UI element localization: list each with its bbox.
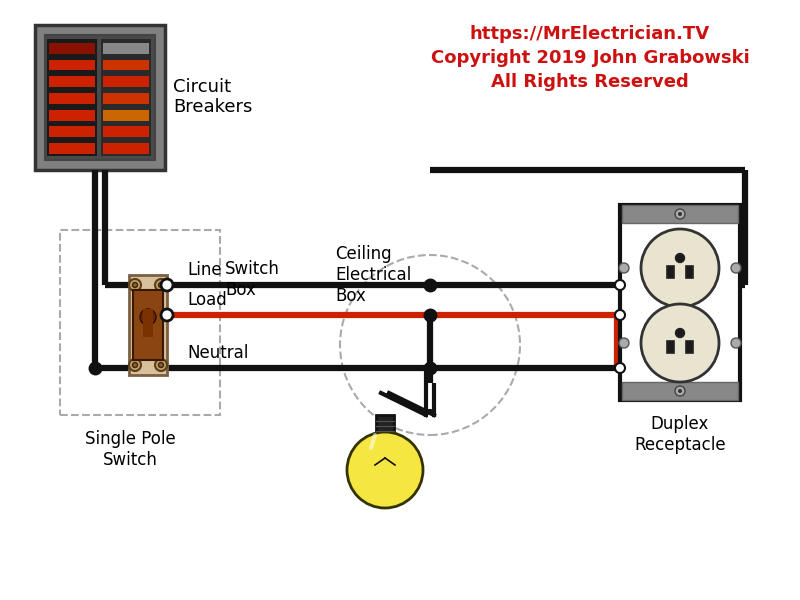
Circle shape [619,338,629,348]
Bar [49,76,95,87]
Circle shape [158,362,163,367]
Text: Duplex
Receptacle: Duplex Receptacle [634,415,726,454]
Circle shape [615,310,625,320]
Circle shape [133,283,138,287]
Bar [49,93,95,104]
Bar [101,39,151,156]
Bar [620,205,740,400]
Bar [103,59,149,70]
Text: https://MrElectrician.TV: https://MrElectrician.TV [470,25,710,43]
Circle shape [619,263,629,273]
Circle shape [158,283,163,287]
Circle shape [641,229,719,307]
Bar [49,59,95,70]
Bar [103,43,149,54]
Bar [103,127,149,137]
Text: Single Pole
Switch: Single Pole Switch [85,430,175,469]
Bar [103,143,149,154]
Text: Line: Line [187,261,222,279]
Bar [49,43,95,54]
Bar [686,341,693,353]
Bar [376,415,394,437]
Circle shape [347,432,423,508]
Text: All Rights Reserved: All Rights Reserved [491,73,689,91]
Circle shape [129,279,141,291]
Circle shape [161,309,173,321]
Circle shape [731,338,741,348]
Circle shape [155,359,167,371]
Bar [45,35,155,160]
Bar [49,110,95,121]
Text: Switch
Box: Switch Box [225,260,280,299]
Text: Load: Load [187,291,226,309]
Circle shape [615,363,625,373]
Bar [129,275,167,375]
Circle shape [675,386,685,396]
Circle shape [140,309,156,325]
Bar [133,290,163,360]
Circle shape [161,279,173,291]
Circle shape [678,212,682,216]
Circle shape [129,359,141,371]
Bar [622,205,738,223]
Bar [103,76,149,87]
Circle shape [678,389,682,393]
Bar [667,341,674,353]
Bar [60,230,220,415]
Text: Neutral: Neutral [187,344,248,362]
Circle shape [675,209,685,219]
Bar [103,110,149,121]
Bar [49,127,95,137]
Bar [103,93,149,104]
Circle shape [615,280,625,290]
Text: Circuit
Breakers: Circuit Breakers [173,77,252,116]
Circle shape [675,253,685,263]
Circle shape [133,362,138,367]
Bar [667,266,674,278]
Bar [49,143,95,154]
Circle shape [731,263,741,273]
Bar [47,39,97,156]
Text: Copyright 2019 John Grabowski: Copyright 2019 John Grabowski [430,49,750,67]
Bar [686,266,693,278]
Circle shape [641,304,719,382]
Circle shape [155,279,167,291]
Bar [35,25,165,170]
Circle shape [675,329,685,337]
Text: Ceiling
Electrical
Box: Ceiling Electrical Box [335,245,411,305]
Bar [622,382,738,400]
Bar [143,309,153,337]
